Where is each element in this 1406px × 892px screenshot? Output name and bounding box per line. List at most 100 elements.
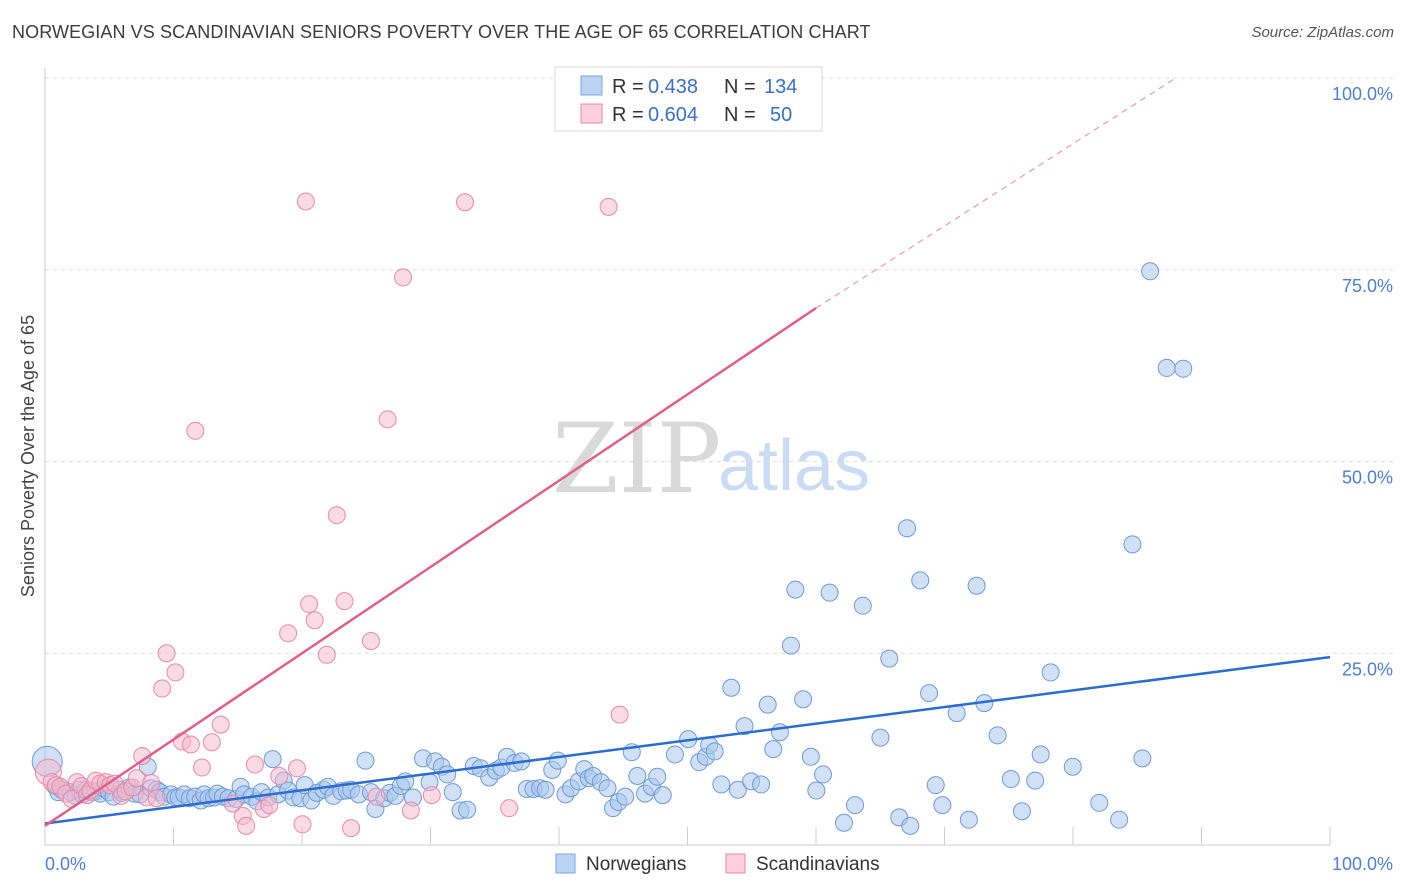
- scandinavians-point: [378, 410, 397, 429]
- norwegians-point: [781, 636, 800, 655]
- scandinavians-point: [455, 193, 474, 212]
- norwegians-point: [1110, 810, 1129, 829]
- norwegians-point: [926, 776, 945, 795]
- y-axis-label: Seniors Poverty Over the Age of 65: [18, 315, 38, 597]
- scandinavians-point: [342, 819, 361, 838]
- scandinavians-point: [166, 663, 185, 682]
- scandinavians-trend-line: [44, 307, 817, 827]
- norwegians-point: [548, 751, 567, 770]
- scandinavians-point: [300, 595, 319, 614]
- legend-n-value-2: 50: [770, 104, 792, 126]
- norwegians-point: [871, 728, 890, 747]
- norwegians-point: [1001, 770, 1020, 789]
- axes-layer: [44, 68, 1331, 846]
- scandinavians-point: [202, 733, 221, 752]
- norwegians-point: [443, 783, 462, 802]
- scandinavians-points: [34, 192, 629, 838]
- norwegians-point: [967, 576, 986, 595]
- legend-swatch-scandinavians: [580, 103, 603, 124]
- norwegians-point: [722, 678, 741, 697]
- norwegians-point: [813, 765, 832, 784]
- tick-labels: 25.0% 50.0% 75.0% 100.0% 0.0% 100.0%: [45, 84, 1393, 874]
- scandinavians-point: [245, 755, 264, 774]
- scandinavians-point: [305, 611, 324, 630]
- legend-r-value-1: 0.438: [648, 76, 698, 98]
- norwegians-point: [263, 750, 282, 769]
- scandinavians-point: [186, 421, 205, 440]
- norwegians-point: [758, 695, 777, 714]
- norwegians-point: [1041, 663, 1060, 682]
- legend-r-label-2: R =: [612, 104, 644, 126]
- chart-source: Source: ZipAtlas.com: [1251, 24, 1394, 41]
- legend-n-value-1: 134: [764, 76, 797, 98]
- scandinavians-point: [293, 815, 312, 834]
- norwegians-point: [598, 779, 617, 798]
- scandinavians-point: [296, 192, 315, 211]
- scandinavians-point: [157, 644, 176, 663]
- norwegians-point: [786, 580, 805, 599]
- norwegians-point: [794, 690, 813, 709]
- scandinavians-point: [211, 715, 230, 734]
- watermark-atlas: atlas: [718, 426, 870, 506]
- norwegians-point: [770, 723, 789, 742]
- chart-title: NORWEGIAN VS SCANDINAVIAN SENIORS POVERT…: [12, 22, 871, 42]
- legend-r-value-2: 0.604: [648, 104, 698, 126]
- watermark-zip: ZIP: [552, 403, 721, 515]
- scandinavians-point: [327, 506, 346, 525]
- norwegians-point: [648, 767, 667, 786]
- scandinavians-point: [500, 799, 519, 818]
- legend-n-label-2: N =: [724, 104, 756, 126]
- scandinavians-point: [287, 759, 306, 778]
- legend-bottom-label-scandinavians: Scandinavians: [756, 854, 880, 875]
- norwegians-point: [1012, 802, 1031, 821]
- norwegians-point: [1026, 771, 1045, 790]
- norwegians-point: [628, 766, 647, 785]
- scandinavians-point: [422, 786, 441, 805]
- norwegians-point: [1090, 793, 1109, 812]
- norwegians-point: [933, 796, 952, 815]
- scandinavians-point: [147, 789, 166, 808]
- norwegians-point: [1123, 535, 1142, 554]
- norwegians-point: [536, 780, 555, 799]
- y-tick-label-3: 100.0%: [1332, 84, 1393, 104]
- norwegians-point: [1031, 745, 1050, 764]
- legend-swatch-norwegians: [580, 75, 603, 96]
- scandinavians-point: [394, 268, 413, 287]
- norwegians-point: [1133, 749, 1152, 768]
- norwegians-point: [712, 775, 731, 794]
- y-tick-label-1: 50.0%: [1342, 468, 1393, 488]
- grid-layer: [45, 77, 1393, 654]
- trend-lines: [44, 77, 1331, 827]
- norwegians-point: [920, 684, 939, 703]
- scandinavians-point: [362, 631, 381, 650]
- norwegians-point: [801, 747, 820, 766]
- legend-r-label-1: R =: [612, 76, 644, 98]
- scandinavians-trend-extension: [815, 77, 1177, 309]
- norwegians-point: [356, 751, 375, 770]
- norwegians-point: [616, 787, 635, 806]
- norwegians-point: [438, 765, 457, 784]
- y-tick-label-2: 75.0%: [1342, 276, 1393, 296]
- norwegians-point: [1063, 757, 1082, 776]
- norwegians-point: [897, 519, 916, 538]
- norwegians-point: [665, 745, 684, 764]
- watermark: ZIP atlas: [552, 403, 870, 515]
- norwegians-point: [1157, 358, 1176, 377]
- norwegians-point: [728, 780, 747, 799]
- scandinavians-point: [610, 705, 629, 724]
- legend-bottom-swatch-scandinavians: [725, 853, 746, 874]
- norwegians-point: [705, 742, 724, 761]
- legend-top: R = 0.438 N = 134 R = 0.604 N = 50: [554, 66, 823, 132]
- norwegians-point: [846, 796, 865, 815]
- x-tick-label-1: 100.0%: [1332, 854, 1393, 874]
- x-tick-label-0: 0.0%: [45, 854, 86, 874]
- scandinavians-point: [237, 816, 256, 835]
- scandinavians-point: [401, 801, 420, 820]
- norwegians-point: [752, 775, 771, 794]
- legend-bottom: Norwegians Scandinavians: [555, 853, 880, 875]
- norwegians-point: [653, 786, 672, 805]
- scandinavians-point: [181, 735, 200, 754]
- norwegians-point: [911, 571, 930, 590]
- norwegians-point: [764, 740, 783, 759]
